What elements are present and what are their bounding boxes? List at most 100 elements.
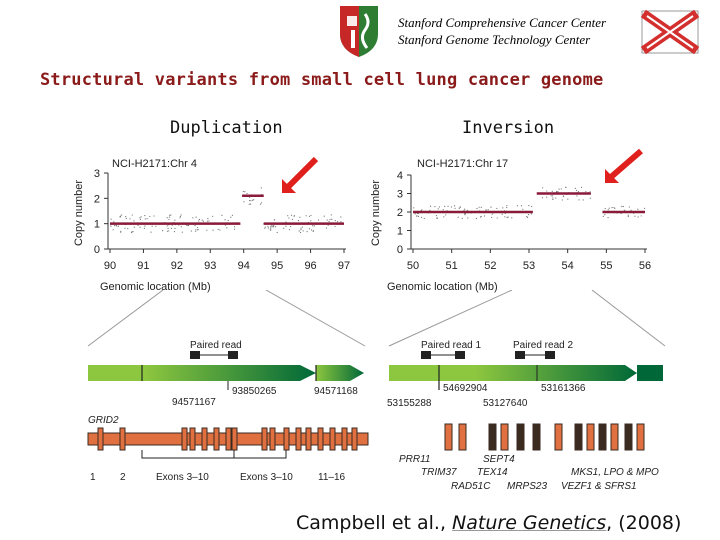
data-point [144,218,146,220]
data-point [491,213,493,215]
data-point [194,224,196,227]
data-point [112,229,114,231]
gene-bar [637,365,663,381]
x-tick-label: 52 [484,260,496,272]
data-point [443,216,445,218]
data-point [507,216,509,218]
data-point [478,206,480,208]
data-point [113,225,116,227]
data-point [300,229,302,231]
exon-glyph [231,427,238,451]
data-point [253,199,255,201]
data-point [526,216,528,218]
data-point [297,220,300,222]
data-point [506,216,508,219]
arrow-icon [609,148,643,180]
data-point [576,195,578,197]
data-point [577,191,580,193]
data-point [197,228,199,231]
exon-glyph [341,427,348,451]
data-point [208,220,210,222]
gene-label: MRPS23 [507,481,547,492]
citation-journal: Nature Genetics [452,512,607,534]
data-point [565,186,567,188]
gene-glyph [586,423,595,451]
data-point [334,225,336,228]
gene-label: SEPT4 [483,454,515,465]
data-point [613,206,615,209]
data-point [475,217,477,220]
data-point [133,226,135,228]
exon-glyph [225,427,232,451]
data-point [602,215,604,217]
data-point [150,231,152,233]
data-point [447,205,449,207]
data-point [125,217,127,220]
data-point [421,209,423,211]
data-point [442,209,444,211]
x-tick-label: 95 [271,260,283,272]
data-point [250,200,252,202]
data-point [168,216,171,218]
data-point [313,225,315,227]
exon-label: Exons 3–10 [156,472,209,483]
data-point [435,215,438,217]
exon-glyph [97,427,104,451]
data-point [271,224,273,226]
y-tick-label: 2 [94,193,100,205]
gene-glyph [458,423,467,451]
data-point [555,197,557,199]
x-tick-label: 97 [338,260,350,272]
data-point [244,191,246,193]
data-point [206,229,208,231]
data-point [464,208,466,210]
data-point [289,225,292,228]
data-point [173,231,176,233]
chr4-copy-number-chart: NCI-H2171:Chr 4 0 1 2 3 90 91 92 93 94 95 96 97 Co… [73,156,350,293]
exon-glyph [269,427,276,451]
y-tick-label: 0 [397,244,403,256]
x-tick-label: 94 [238,260,250,272]
data-point [607,209,609,211]
data-point [273,219,275,221]
data-point [264,227,266,229]
gene-glyph [554,423,563,451]
data-point [259,203,262,205]
data-point [501,213,503,215]
data-point [298,230,300,232]
data-point [212,215,214,217]
data-point [227,219,229,222]
exon-glyph [283,427,290,451]
data-point [628,206,630,208]
x-tick-label: 90 [104,260,116,272]
data-point [558,188,560,190]
data-point [479,216,482,218]
data-point [127,227,129,230]
x-tick-label: 93 [204,260,216,272]
data-point [621,205,623,208]
data-point [546,190,548,192]
data-point [466,209,468,211]
data-point [174,227,176,229]
data-point [330,214,332,216]
data-point [414,213,416,215]
data-point [531,205,533,208]
data-point [476,207,478,210]
data-point [562,195,564,198]
data-point [506,206,508,209]
paired-read-label: Paired read 2 [513,340,573,351]
data-point [527,216,529,218]
x-axis-label: Genomic location (Mb) [100,281,211,293]
data-point [317,219,320,221]
duplication-heading: Duplication [170,118,283,138]
y-tick-label: 4 [397,170,403,182]
exon-glyph [119,427,126,451]
data-point [416,215,418,217]
data-point [423,217,425,220]
gene-bar [389,365,637,381]
data-point [233,226,236,228]
gene-glyph [610,423,619,451]
data-point [429,205,432,207]
data-point [331,218,333,220]
data-point [195,216,197,218]
